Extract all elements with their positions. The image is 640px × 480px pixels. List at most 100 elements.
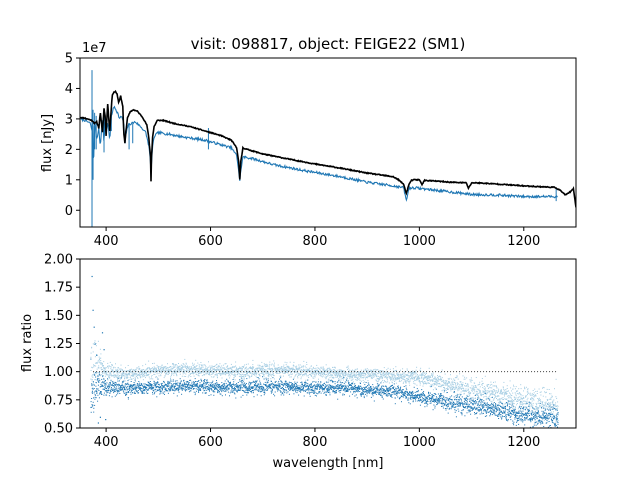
ratio-light-point — [337, 375, 339, 377]
ratio-light-point — [428, 377, 430, 379]
ratio-dark-point — [281, 384, 283, 386]
ratio-dark-point — [294, 381, 296, 383]
ratio-light-point — [486, 399, 488, 401]
ratio-light-point — [380, 370, 382, 372]
ratio-dark-point — [172, 388, 174, 390]
ratio-light-point — [458, 387, 460, 389]
ratio-light-point — [488, 391, 490, 393]
ratio-light-point — [296, 370, 298, 372]
ratio-light-point — [109, 361, 111, 363]
ratio-dark-point — [251, 387, 253, 389]
ratio-light-point — [315, 374, 317, 376]
ratio-dark-point — [161, 383, 163, 385]
ratio-dark-point — [114, 385, 116, 386]
ratio-dark-point — [233, 392, 235, 394]
ratio-light-point — [195, 359, 197, 361]
ratio-light-point — [130, 378, 132, 380]
ratio-dark-point — [285, 386, 287, 388]
ratio-dark-point — [134, 387, 136, 389]
ratio-light-point — [301, 365, 303, 367]
ratio-light-point — [217, 368, 219, 370]
ratio-dark-point — [281, 381, 283, 383]
ratio-light-point — [123, 373, 125, 375]
ratio-light-point — [411, 377, 413, 379]
ratio-light-point — [158, 366, 160, 368]
ratio-light-point — [521, 410, 523, 412]
ratio-light-point — [525, 401, 527, 403]
ratio-dark-point — [282, 389, 284, 391]
ratio-dark-point — [311, 391, 313, 393]
ratio-dark-point — [238, 388, 240, 390]
ratio-dark-point — [112, 390, 114, 392]
ratio-dark-point — [160, 383, 162, 385]
ratio-dark-point — [282, 393, 284, 395]
ratio-light-point — [138, 366, 140, 368]
ratio-light-point — [212, 368, 214, 370]
ratio-light-point — [498, 391, 499, 393]
ratio-light-point — [260, 369, 262, 371]
ratio-light-point — [122, 373, 124, 375]
ratio-dark-point — [260, 383, 262, 385]
ratio-light-point — [184, 358, 186, 360]
ratio-light-point — [532, 408, 534, 409]
ratio-light-point — [453, 388, 455, 390]
ratio-light-point — [173, 374, 175, 376]
ratio-light-point — [117, 377, 119, 379]
ratio-dark-point — [250, 386, 252, 388]
ratio-dark-point — [161, 387, 163, 389]
ratio-light-point — [361, 377, 363, 379]
ratio-light-point — [202, 366, 204, 368]
ratio-light-point — [522, 404, 523, 406]
ratio-dark-point — [198, 387, 200, 389]
ratio-dark-point — [123, 380, 125, 382]
ratio-light-point — [336, 376, 338, 378]
ratio-dark-point — [278, 389, 280, 391]
ratio-dark-point — [105, 389, 107, 391]
ratio-light-point — [325, 378, 327, 380]
ratio-dark-point — [269, 386, 271, 388]
ratio-dark-point — [118, 383, 120, 385]
ratio-light-point — [214, 366, 215, 367]
ratio-dark-point — [99, 393, 100, 395]
ratio-light-point — [129, 371, 131, 373]
ratio-dark-point — [300, 389, 302, 391]
ratio-light-point — [549, 393, 550, 395]
ratio-dark-point — [218, 387, 220, 388]
ratio-dark-point — [180, 388, 182, 390]
ratio-dark-point — [192, 385, 194, 387]
ratio-light-point — [132, 377, 134, 379]
ratio-light-point — [115, 374, 117, 376]
ratio-light-point — [172, 364, 174, 365]
ratio-light-point — [413, 382, 415, 384]
ratio-dark-point — [115, 384, 116, 386]
ratio-light-point — [198, 372, 200, 374]
ratio-dark-point — [271, 384, 273, 385]
ratio-light-point — [346, 366, 348, 368]
ratio-dark-point — [129, 386, 130, 388]
ratio-dark-point — [184, 388, 186, 390]
ratio-light-point — [503, 405, 505, 407]
ratio-light-point — [271, 375, 272, 377]
ratio-dark-point — [215, 388, 217, 389]
ratio-light-point — [485, 390, 487, 392]
ratio-light-point — [216, 373, 217, 375]
ratio-light-point — [193, 375, 195, 377]
ratio-light-point — [340, 374, 341, 376]
ratio-light-point — [340, 375, 341, 377]
ratio-dark-point — [252, 390, 254, 392]
ratio-dark-point — [168, 388, 170, 390]
ratio-light-point — [446, 392, 447, 394]
ratio-dark-point — [158, 390, 160, 391]
ratio-dark-point — [150, 384, 152, 386]
ratio-light-point — [553, 414, 555, 416]
ratio-dark-point — [119, 389, 121, 391]
ratio-dark-point — [182, 388, 184, 390]
ratio-light-point — [328, 378, 330, 380]
ratio-light-point — [221, 373, 223, 375]
ratio-dark-point — [252, 380, 254, 382]
ratio-light-point — [293, 369, 295, 370]
ratio-dark-point — [144, 383, 146, 385]
ratio-light-point — [229, 367, 231, 369]
ratio-dark-point — [109, 386, 111, 388]
ratio-light-point — [130, 371, 132, 373]
